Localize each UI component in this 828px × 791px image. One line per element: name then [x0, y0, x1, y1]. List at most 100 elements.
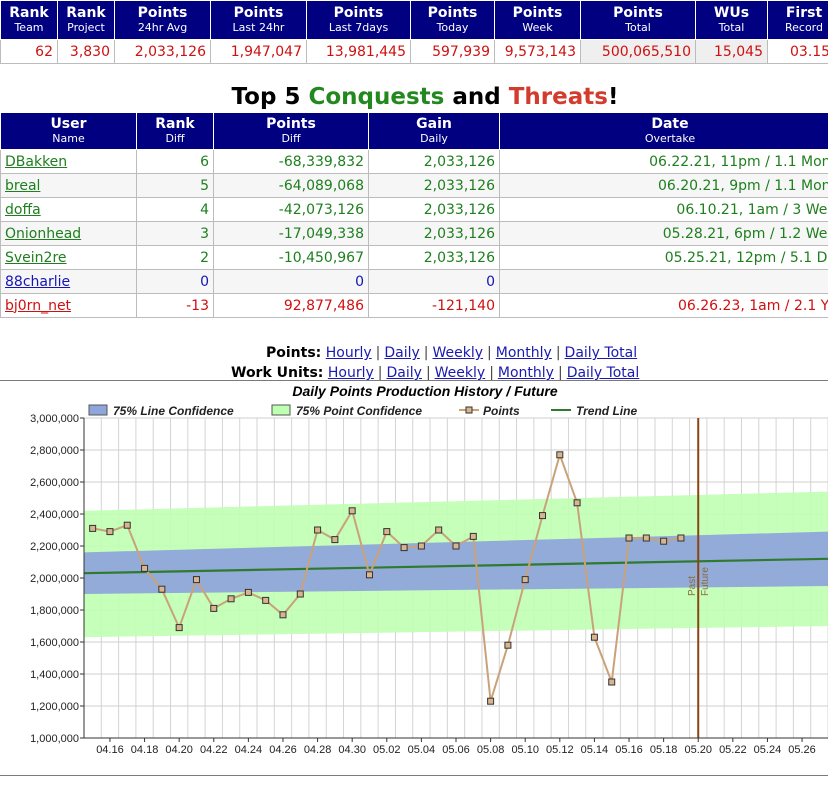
data-point-marker — [625, 534, 633, 542]
section-title: Top 5 Conquests and Threats! — [0, 83, 828, 111]
stats-header: Points 24hr Avg — [114, 0, 211, 40]
data-point-marker — [504, 641, 512, 649]
stats-header-row: Rank Team Rank Project Points 24hr Avg Poin… — [0, 0, 828, 40]
user-link[interactable]: 88charlie — [5, 273, 71, 290]
data-point-marker — [106, 528, 114, 536]
line-confidence-band — [84, 531, 828, 594]
x-tick-label: 04.20 — [165, 744, 193, 756]
data-point-marker — [590, 633, 598, 641]
rank-diff-cell: 3 — [136, 221, 214, 246]
y-tick-label: 1,800,000 — [30, 605, 79, 617]
user-name-cell: bj0rn_net — [0, 293, 137, 318]
x-tick-label: 05.20 — [684, 744, 712, 756]
conquests-header: User Name — [0, 112, 137, 150]
stats-cell: 2,033,126 — [114, 39, 211, 64]
stats-header: Points Week — [494, 0, 581, 40]
stats-cell: 500,065,510 — [580, 39, 696, 64]
y-tick-label: 2,600,000 — [30, 477, 79, 489]
user-link[interactable]: doffa — [5, 201, 41, 218]
rank-diff-cell: 0 — [136, 269, 214, 294]
points-daily-total-link[interactable]: Daily Total — [564, 345, 638, 361]
points-diff-cell: -64,089,068 — [213, 173, 369, 198]
x-tick-label: 05.02 — [373, 744, 401, 756]
points-links-label: Points: — [266, 345, 322, 361]
x-tick-label: 05.06 — [442, 744, 470, 756]
data-point-marker — [89, 524, 97, 532]
stats-cell: 3,830 — [57, 39, 115, 64]
production-chart-svg: Daily Points Production History / Future… — [30, 383, 828, 756]
conquest-row: Onionhead 3 -17,049,338 2,033,126 05.28.21, … — [0, 221, 828, 246]
conquests-header: Rank Diff — [136, 112, 214, 150]
conquest-row: DBakken 6 -68,339,832 2,033,126 06.22.21, 11… — [0, 149, 828, 174]
points-hourly-link[interactable]: Hourly — [325, 345, 372, 361]
stats-header: Points Last 24hr — [210, 0, 307, 40]
wu-hourly-link[interactable]: Hourly — [327, 365, 374, 381]
y-tick-label: 2,000,000 — [30, 573, 79, 585]
points-diff-cell: -10,450,967 — [213, 245, 369, 270]
wu-daily-link[interactable]: Daily — [386, 365, 422, 381]
data-point-marker — [348, 507, 356, 515]
separator: | — [425, 365, 431, 381]
x-tick-label: 05.24 — [754, 744, 782, 756]
legend-point-confidence-swatch — [271, 404, 291, 416]
points-diff-cell: -68,339,832 — [213, 149, 369, 174]
points-daily-link[interactable]: Daily — [384, 345, 420, 361]
production-chart: Daily Points Production History / Future… — [0, 380, 828, 776]
y-tick-label: 2,400,000 — [30, 509, 79, 521]
x-tick-label: 05.14 — [581, 744, 609, 756]
legend-line-confidence-label: 75% Line Confidence — [113, 404, 234, 418]
data-point-marker — [435, 526, 443, 534]
y-tick-label: 2,800,000 — [30, 445, 79, 457]
data-point-marker — [123, 521, 131, 529]
data-point-marker — [141, 564, 149, 572]
work-units-links: Work Units: Hourly | Daily | Weekly | Monthly |… — [231, 364, 639, 382]
conquests-table: User Name Rank Diff Points Diff Gain Daily D… — [0, 112, 828, 318]
rank-diff-cell: -13 — [136, 293, 214, 318]
data-point-marker — [262, 596, 270, 604]
user-link[interactable]: Onionhead — [5, 225, 82, 242]
conquests-header-row: User Name Rank Diff Points Diff Gain Daily D… — [0, 112, 828, 150]
wu-daily-total-link[interactable]: Daily Total — [566, 365, 640, 381]
points-weekly-link[interactable]: Weekly — [432, 345, 484, 361]
gain-cell: 2,033,126 — [368, 221, 500, 246]
separator: | — [377, 365, 383, 381]
user-link[interactable]: bj0rn_net — [5, 297, 72, 314]
separator: | — [557, 365, 563, 381]
points-monthly-link[interactable]: Monthly — [495, 345, 552, 361]
points-diff-cell: 92,877,486 — [213, 293, 369, 318]
data-point-marker — [158, 585, 166, 593]
gain-cell: 2,033,126 — [368, 149, 500, 174]
wu-monthly-link[interactable]: Monthly — [497, 365, 554, 381]
data-point-marker — [227, 595, 235, 603]
x-tick-label: 05.08 — [477, 744, 505, 756]
x-tick-label: 04.24 — [235, 744, 263, 756]
user-name-cell: breal — [0, 173, 137, 198]
date-cell: 06.20.21, 9pm / 1.1 Mont — [499, 173, 828, 198]
stats-cell: 9,573,143 — [494, 39, 581, 64]
gain-cell: 2,033,126 — [368, 173, 500, 198]
data-point-marker — [192, 576, 200, 584]
wu-weekly-link[interactable]: Weekly — [434, 365, 486, 381]
rank-diff-cell: 4 — [136, 197, 214, 222]
stats-cell: 1,947,047 — [210, 39, 307, 64]
date-cell: 06.26.23, 1am / 2.1 Ye — [499, 293, 828, 318]
gain-cell: 2,033,126 — [368, 197, 500, 222]
x-tick-label: 05.16 — [615, 744, 643, 756]
data-point-marker — [487, 697, 495, 705]
user-link[interactable]: Svein2re — [5, 249, 67, 266]
legend-point-confidence-label: 75% Point Confidence — [296, 404, 422, 418]
separator: | — [375, 345, 381, 361]
x-tick-label: 05.12 — [546, 744, 574, 756]
user-link[interactable]: DBakken — [5, 153, 68, 170]
user-link[interactable]: breal — [5, 177, 41, 194]
y-tick-label: 1,200,000 — [30, 701, 79, 713]
trend-line — [83, 557, 828, 575]
data-point-marker — [469, 532, 477, 540]
x-tick-label: 04.30 — [338, 744, 366, 756]
data-point-marker — [539, 512, 547, 520]
user-name-cell: Svein2re — [0, 245, 137, 270]
user-name-cell: Onionhead — [0, 221, 137, 246]
points-diff-cell: 0 — [213, 269, 369, 294]
x-tick-label: 05.26 — [788, 744, 816, 756]
stats-header: Rank Project — [57, 0, 115, 40]
